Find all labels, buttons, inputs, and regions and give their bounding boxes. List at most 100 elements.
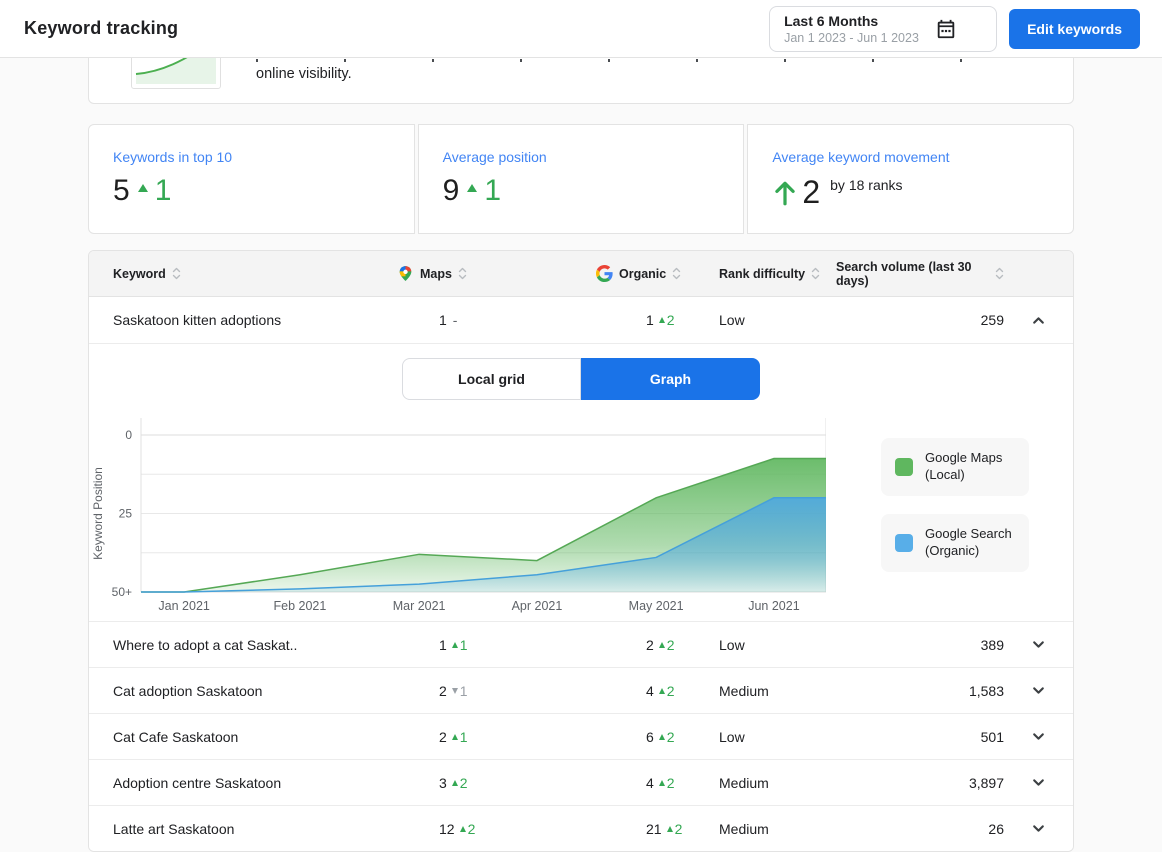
up-arrow-icon (658, 687, 665, 694)
expand-chevron-icon[interactable] (1027, 679, 1050, 702)
up-arrow-icon (658, 733, 665, 740)
column-header-keyword[interactable]: Keyword (113, 267, 397, 281)
page-title: Keyword tracking (24, 18, 179, 38)
edit-keywords-button[interactable]: Edit keywords (1009, 8, 1140, 49)
up-arrow-icon (658, 317, 665, 323)
organic-rank-cell: 21 2 (646, 820, 683, 837)
up-arrow-icon (772, 179, 798, 207)
calendar-icon (935, 18, 957, 40)
legend-item-google-maps: Google Maps (Local) (881, 438, 1029, 496)
up-arrow-icon (137, 184, 148, 192)
collapse-chevron-icon[interactable] (1027, 309, 1050, 332)
stat-card-average-position: Average position 9 1 (417, 124, 745, 234)
svg-text:May 2021: May 2021 (629, 599, 684, 613)
graph-toggle-button[interactable]: Graph (581, 358, 760, 400)
stat-value: 2 (802, 174, 821, 210)
sort-icon (811, 267, 820, 280)
search-volume-cell: 3,897 (968, 774, 1004, 791)
expand-chevron-icon[interactable] (1027, 725, 1050, 748)
sort-icon (458, 267, 467, 280)
search-volume-cell: 1,583 (968, 682, 1004, 699)
expand-chevron-icon[interactable] (1027, 817, 1050, 840)
column-label: Rank difficulty (719, 266, 806, 281)
svg-text:Mar 2021: Mar 2021 (393, 599, 446, 613)
chart-legend: Google Maps (Local) Google Search (Organic… (881, 438, 1029, 617)
svg-text:Feb 2021: Feb 2021 (274, 599, 327, 613)
area-chart: 0 25 50+ Keyword Position Jan 2021 Feb 2021 Ma… (91, 418, 826, 613)
column-label: Keyword (113, 266, 166, 281)
stat-value: 5 (113, 174, 130, 207)
table-header-row: Keyword Maps (89, 251, 1073, 297)
rank-difficulty-cell: Medium (719, 682, 769, 699)
column-header-search-volume[interactable]: Search volume (last 30 days) (836, 260, 1004, 288)
column-label: Search volume (last 30 days) (836, 259, 972, 288)
table-row[interactable]: Latte art Saskatoon 12 2 21 2 Medium 26 (89, 805, 1073, 851)
up-arrow-icon (658, 779, 665, 786)
keyword-cell: Where to adopt a cat Saskat.. (113, 636, 298, 653)
stat-value: 9 (442, 174, 460, 207)
clipped-text-line (256, 59, 1026, 62)
intro-text: online visibility. (256, 47, 1026, 82)
svg-text:Keyword Position: Keyword Position (91, 467, 105, 560)
stat-label: Average position (442, 149, 547, 165)
date-range-selector[interactable]: Last 6 Months Jan 1 2023 - Jun 1 2023 (769, 5, 998, 52)
stat-label: Keywords in top 10 (113, 149, 233, 165)
svg-text:25: 25 (119, 507, 133, 521)
up-arrow-icon (451, 779, 458, 786)
expanded-row-panel: Local grid Graph 0 25 50+ Keyword Position J… (89, 343, 1073, 621)
rank-difficulty-cell: Medium (719, 774, 769, 791)
maps-rank-cell: 1- (439, 312, 458, 328)
keyword-position-chart: 0 25 50+ Keyword Position Jan 2021 Feb 2021 Ma… (89, 412, 1073, 617)
column-label: Maps (420, 266, 452, 281)
column-header-rank-difficulty[interactable]: Rank difficulty (719, 267, 836, 281)
local-grid-toggle-button[interactable]: Local grid (402, 358, 581, 400)
stat-card-keyword-movement: Average keyword movement 2 by 18 ranks (747, 124, 1075, 234)
svg-text:0: 0 (125, 428, 132, 442)
rank-difficulty-cell: Low (719, 728, 745, 745)
google-maps-pin-icon (399, 266, 412, 281)
down-arrow-icon (451, 687, 458, 694)
sort-icon (172, 267, 180, 280)
rank-difficulty-cell: Low (719, 636, 745, 653)
stats-row: Keywords in top 10 5 1 Average position … (88, 124, 1075, 234)
date-range-sublabel: Jan 1 2023 - Jun 1 2023 (784, 30, 919, 45)
green-swatch (895, 457, 913, 476)
expand-chevron-icon[interactable] (1027, 633, 1050, 656)
view-toggle: Local grid Graph (89, 358, 1073, 400)
sort-icon (995, 267, 1004, 280)
stat-card-keywords-top10: Keywords in top 10 5 1 (88, 124, 415, 234)
up-arrow-icon (451, 733, 458, 740)
svg-text:Apr 2021: Apr 2021 (512, 599, 563, 613)
expand-chevron-icon[interactable] (1027, 771, 1050, 794)
date-range-label: Last 6 Months (784, 12, 879, 29)
up-arrow-icon (459, 825, 466, 832)
svg-text:50+: 50+ (112, 585, 132, 599)
up-arrow-icon (451, 641, 458, 648)
column-header-organic[interactable]: Organic (596, 265, 719, 282)
column-header-maps[interactable]: Maps (397, 265, 596, 282)
rank-difficulty-cell: Low (719, 312, 745, 328)
svg-text:Jan 2021: Jan 2021 (158, 599, 209, 613)
up-arrow-icon (666, 825, 673, 832)
keyword-cell: Saskatoon kitten adoptions (113, 312, 282, 328)
stat-suffix: by 18 ranks (830, 177, 903, 193)
search-volume-cell: 389 (980, 636, 1004, 653)
intro-visible-text: online visibility. (256, 66, 352, 82)
search-volume-cell: 259 (980, 312, 1004, 328)
search-volume-cell: 26 (988, 820, 1004, 837)
keyword-cell: Adoption centre Saskatoon (113, 774, 282, 791)
